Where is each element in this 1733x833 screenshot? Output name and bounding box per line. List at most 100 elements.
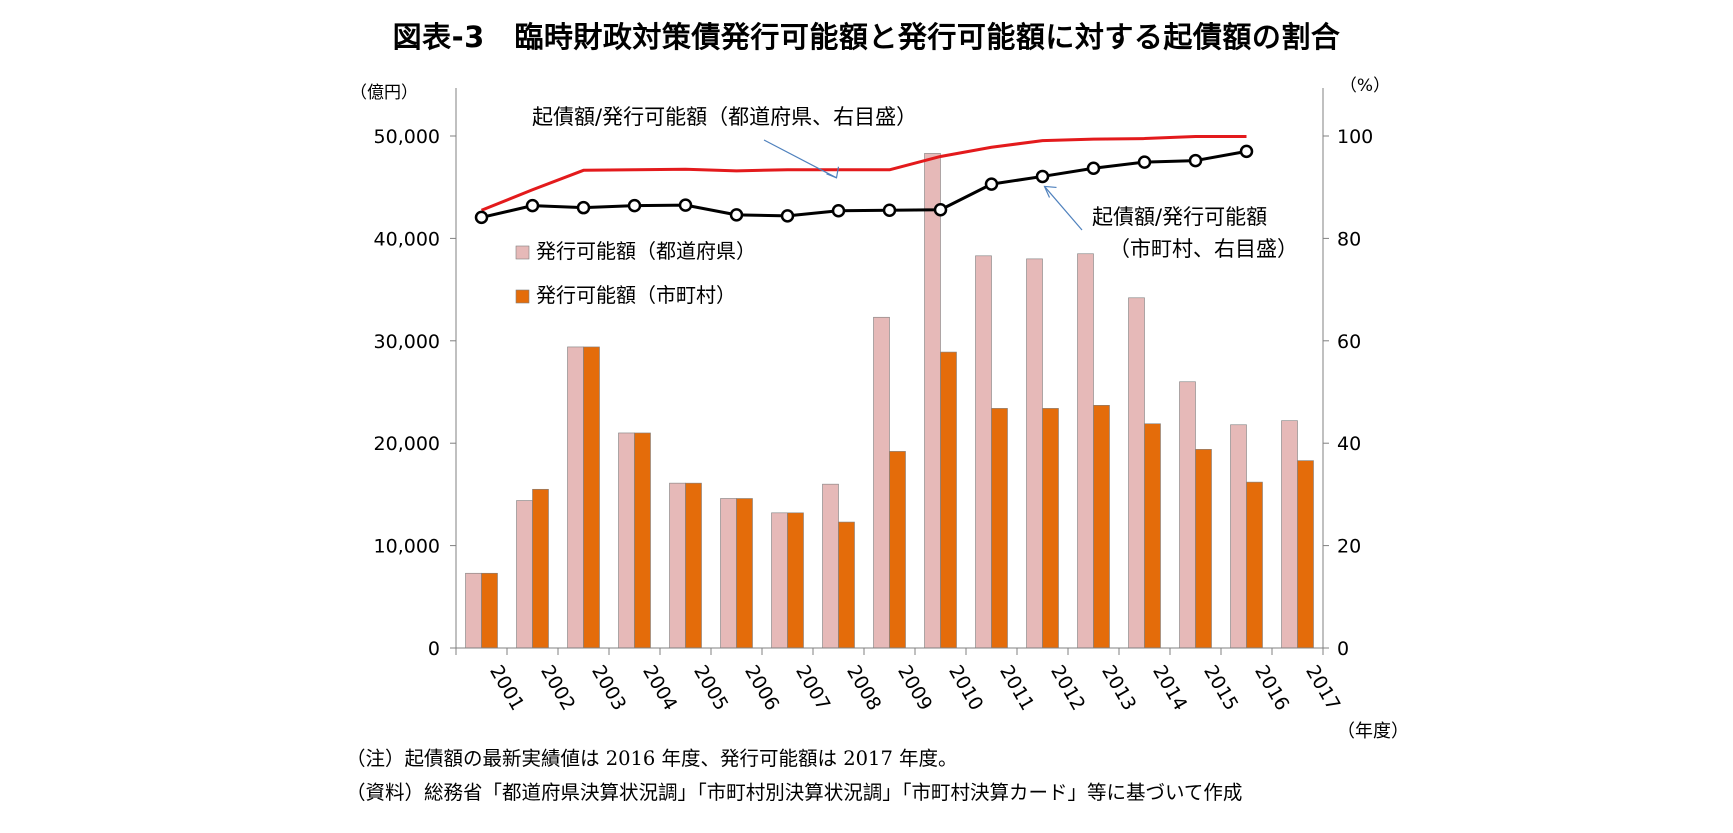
point-muni-ratio-2012 — [1035, 169, 1050, 184]
x-tick-label-2013: 2013 — [1097, 662, 1140, 715]
bar-muni-2017 — [1297, 460, 1314, 649]
y-tick-label-left: 10,000 — [374, 536, 440, 558]
x-tick-label-2003: 2003 — [587, 662, 630, 715]
lines-layer — [474, 135, 1254, 225]
bar-muni-2009 — [889, 451, 906, 649]
annotation-arrowhead-pref — [826, 166, 840, 179]
x-tick-label-2004: 2004 — [638, 662, 681, 715]
bar-muni-2012 — [1042, 408, 1059, 649]
legend-swatch — [515, 245, 530, 260]
bar-pref-2015 — [1179, 381, 1196, 649]
bar-pref-2006 — [720, 498, 737, 649]
bar-pref-2011 — [975, 255, 992, 649]
bar-pref-2007 — [771, 512, 788, 649]
y-tick-label-left: 50,000 — [374, 126, 440, 148]
bar-muni-2001 — [481, 572, 498, 649]
x-tick-label-2002: 2002 — [536, 662, 579, 715]
y-tick-label-left: 40,000 — [374, 228, 440, 250]
x-tick-label-2008: 2008 — [842, 662, 885, 715]
y-tick-label-right: 0 — [1337, 638, 1349, 660]
point-muni-ratio-2010 — [933, 202, 948, 217]
point-muni-ratio-2002 — [525, 198, 540, 213]
chart-title: 図表-3 臨時財政対策債発行可能額と発行可能額に対する起債額の割合 — [392, 20, 1341, 54]
point-muni-ratio-2009 — [882, 203, 897, 217]
point-muni-ratio-2005 — [678, 198, 693, 212]
y-axis-label-right: （%） — [1340, 76, 1390, 96]
x-axis-label: （年度） — [1337, 721, 1409, 742]
notes: （注）起債額の最新実績値は 2016 年度、発行可能額は 2017 年度。 （資… — [346, 742, 1242, 810]
x-tick-label-2009: 2009 — [893, 662, 936, 715]
y-tick-label-right: 100 — [1337, 126, 1373, 148]
bar-muni-2011 — [991, 408, 1008, 649]
annotation-muni-ratio-line: 起債額/発行可能額 — [1092, 205, 1267, 229]
point-muni-ratio-2008 — [831, 204, 846, 218]
y-tick-label-right: 80 — [1337, 228, 1361, 250]
y-tick-label-right: 20 — [1337, 536, 1361, 558]
bar-muni-2007 — [787, 512, 804, 649]
bar-pref-2010 — [924, 153, 941, 649]
bar-muni-2002 — [532, 488, 549, 649]
y-tick-label-left: 30,000 — [374, 331, 440, 353]
x-tick-label-2016: 2016 — [1250, 662, 1293, 715]
legend-label: 発行可能額（都道府県） — [536, 239, 756, 263]
y-tick-label-left: 20,000 — [374, 433, 440, 455]
y-tick-label-right: 60 — [1337, 331, 1361, 353]
annotation-arrow-pref — [763, 139, 837, 179]
bar-pref-2001 — [465, 572, 482, 649]
bar-pref-2005 — [669, 482, 686, 649]
point-muni-ratio-2013 — [1086, 161, 1101, 176]
bar-pref-2002 — [516, 500, 533, 649]
bar-pref-2017 — [1281, 420, 1298, 649]
y-tick-label-right: 40 — [1337, 433, 1361, 455]
point-muni-ratio-2003 — [576, 200, 591, 215]
bar-pref-2016 — [1230, 424, 1247, 649]
bar-muni-2004 — [634, 432, 651, 649]
bar-pref-2003 — [567, 346, 584, 649]
x-tick-label-2015: 2015 — [1199, 662, 1242, 715]
x-tick-label-2005: 2005 — [689, 662, 732, 715]
x-tick-label-2007: 2007 — [791, 662, 834, 715]
bar-pref-2009 — [873, 316, 890, 649]
bar-pref-2008 — [822, 483, 839, 649]
x-tick-label-2017: 2017 — [1301, 662, 1344, 715]
annotation-arrowhead-muni — [1043, 185, 1057, 198]
bar-muni-2005 — [685, 482, 702, 649]
line-muni-ratio — [481, 149, 1247, 219]
point-muni-ratio-2015 — [1188, 153, 1203, 168]
annotation-pref-ratio: 起債額/発行可能額（都道府県、右目盛） — [532, 105, 917, 129]
bar-muni-2015 — [1195, 449, 1212, 649]
x-tick-label-2006: 2006 — [740, 662, 783, 715]
bar-muni-2008 — [838, 521, 855, 649]
bar-pref-2012 — [1026, 258, 1043, 649]
point-muni-ratio-2011 — [984, 177, 999, 191]
point-muni-ratio-2004 — [627, 198, 642, 213]
bar-pref-2004 — [618, 432, 635, 649]
legend-label: 発行可能額（市町村） — [536, 283, 736, 307]
bar-muni-2013 — [1093, 405, 1110, 649]
chart: 0 10,000 20,000 30,000 40,000 50,000 0 20 40 60 80… — [350, 76, 1409, 742]
bar-pref-2014 — [1128, 297, 1145, 649]
point-muni-ratio-2014 — [1137, 155, 1152, 169]
y-axis-label-left: （億円） — [350, 83, 418, 103]
x-tick-label-2001: 2001 — [485, 662, 528, 715]
note-line: （注）起債額の最新実績値は 2016 年度、発行可能額は 2017 年度。 — [346, 747, 958, 770]
legend: 発行可能額（都道府県） 発行可能額（市町村） — [515, 239, 756, 307]
source-line: （資料）総務省「都道府県決算状況調」「市町村別決算状況調」「市町村決算カード」等… — [346, 781, 1243, 804]
bar-muni-2006 — [736, 498, 753, 649]
x-tick-label-2011: 2011 — [995, 662, 1038, 715]
x-tick-label-2010: 2010 — [944, 662, 987, 715]
line-pref-ratio — [480, 135, 1247, 212]
bars-layer — [465, 153, 1314, 649]
annotation-muni-ratio-line: （市町村、右目盛） — [1109, 237, 1298, 261]
point-muni-ratio-2006 — [729, 208, 744, 222]
bar-muni-2003 — [583, 346, 600, 649]
point-muni-ratio-2007 — [780, 209, 795, 223]
y-tick-label-left: 0 — [428, 638, 440, 660]
legend-swatch — [515, 289, 530, 304]
bar-muni-2010 — [940, 351, 957, 649]
x-tick-label-2014: 2014 — [1148, 662, 1191, 715]
bar-pref-2013 — [1077, 253, 1094, 649]
bar-muni-2014 — [1144, 423, 1161, 649]
bar-muni-2016 — [1246, 481, 1263, 649]
annotations-layer: 起債額/発行可能額（都道府県、右目盛） 起債額/発行可能額 （市町村、右目盛） — [532, 105, 1298, 261]
